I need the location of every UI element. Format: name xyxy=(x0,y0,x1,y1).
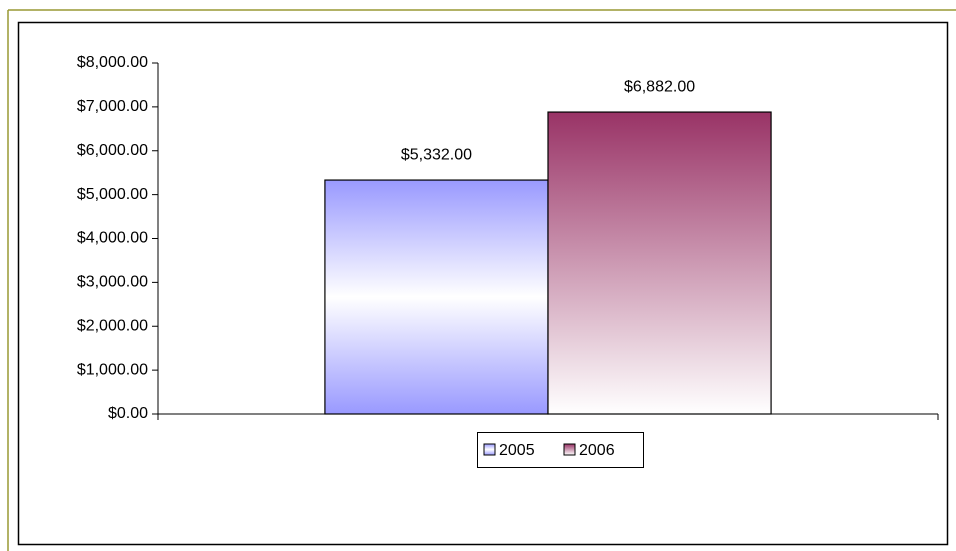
y-tick-label: $6,000.00 xyxy=(77,142,148,159)
y-tick-label: $5,000.00 xyxy=(77,186,148,203)
data-label: $6,882.00 xyxy=(624,78,695,95)
legend-swatch xyxy=(483,443,496,456)
y-tick-label: $0.00 xyxy=(108,405,148,422)
data-label: $5,332.00 xyxy=(401,146,472,163)
y-tick-label: $2,000.00 xyxy=(77,317,148,334)
legend-swatch xyxy=(563,443,576,456)
bar xyxy=(547,111,772,415)
legend-box xyxy=(477,432,644,468)
y-tick-label: $1,000.00 xyxy=(77,361,148,378)
bar xyxy=(324,179,549,415)
y-tick-label: $4,000.00 xyxy=(77,230,148,247)
legend-label: 2005 xyxy=(499,442,535,459)
legend-label: 2006 xyxy=(579,442,615,459)
y-tick-label: $7,000.00 xyxy=(77,98,148,115)
y-tick-label: $8,000.00 xyxy=(77,54,148,71)
y-tick-label: $3,000.00 xyxy=(77,274,148,291)
